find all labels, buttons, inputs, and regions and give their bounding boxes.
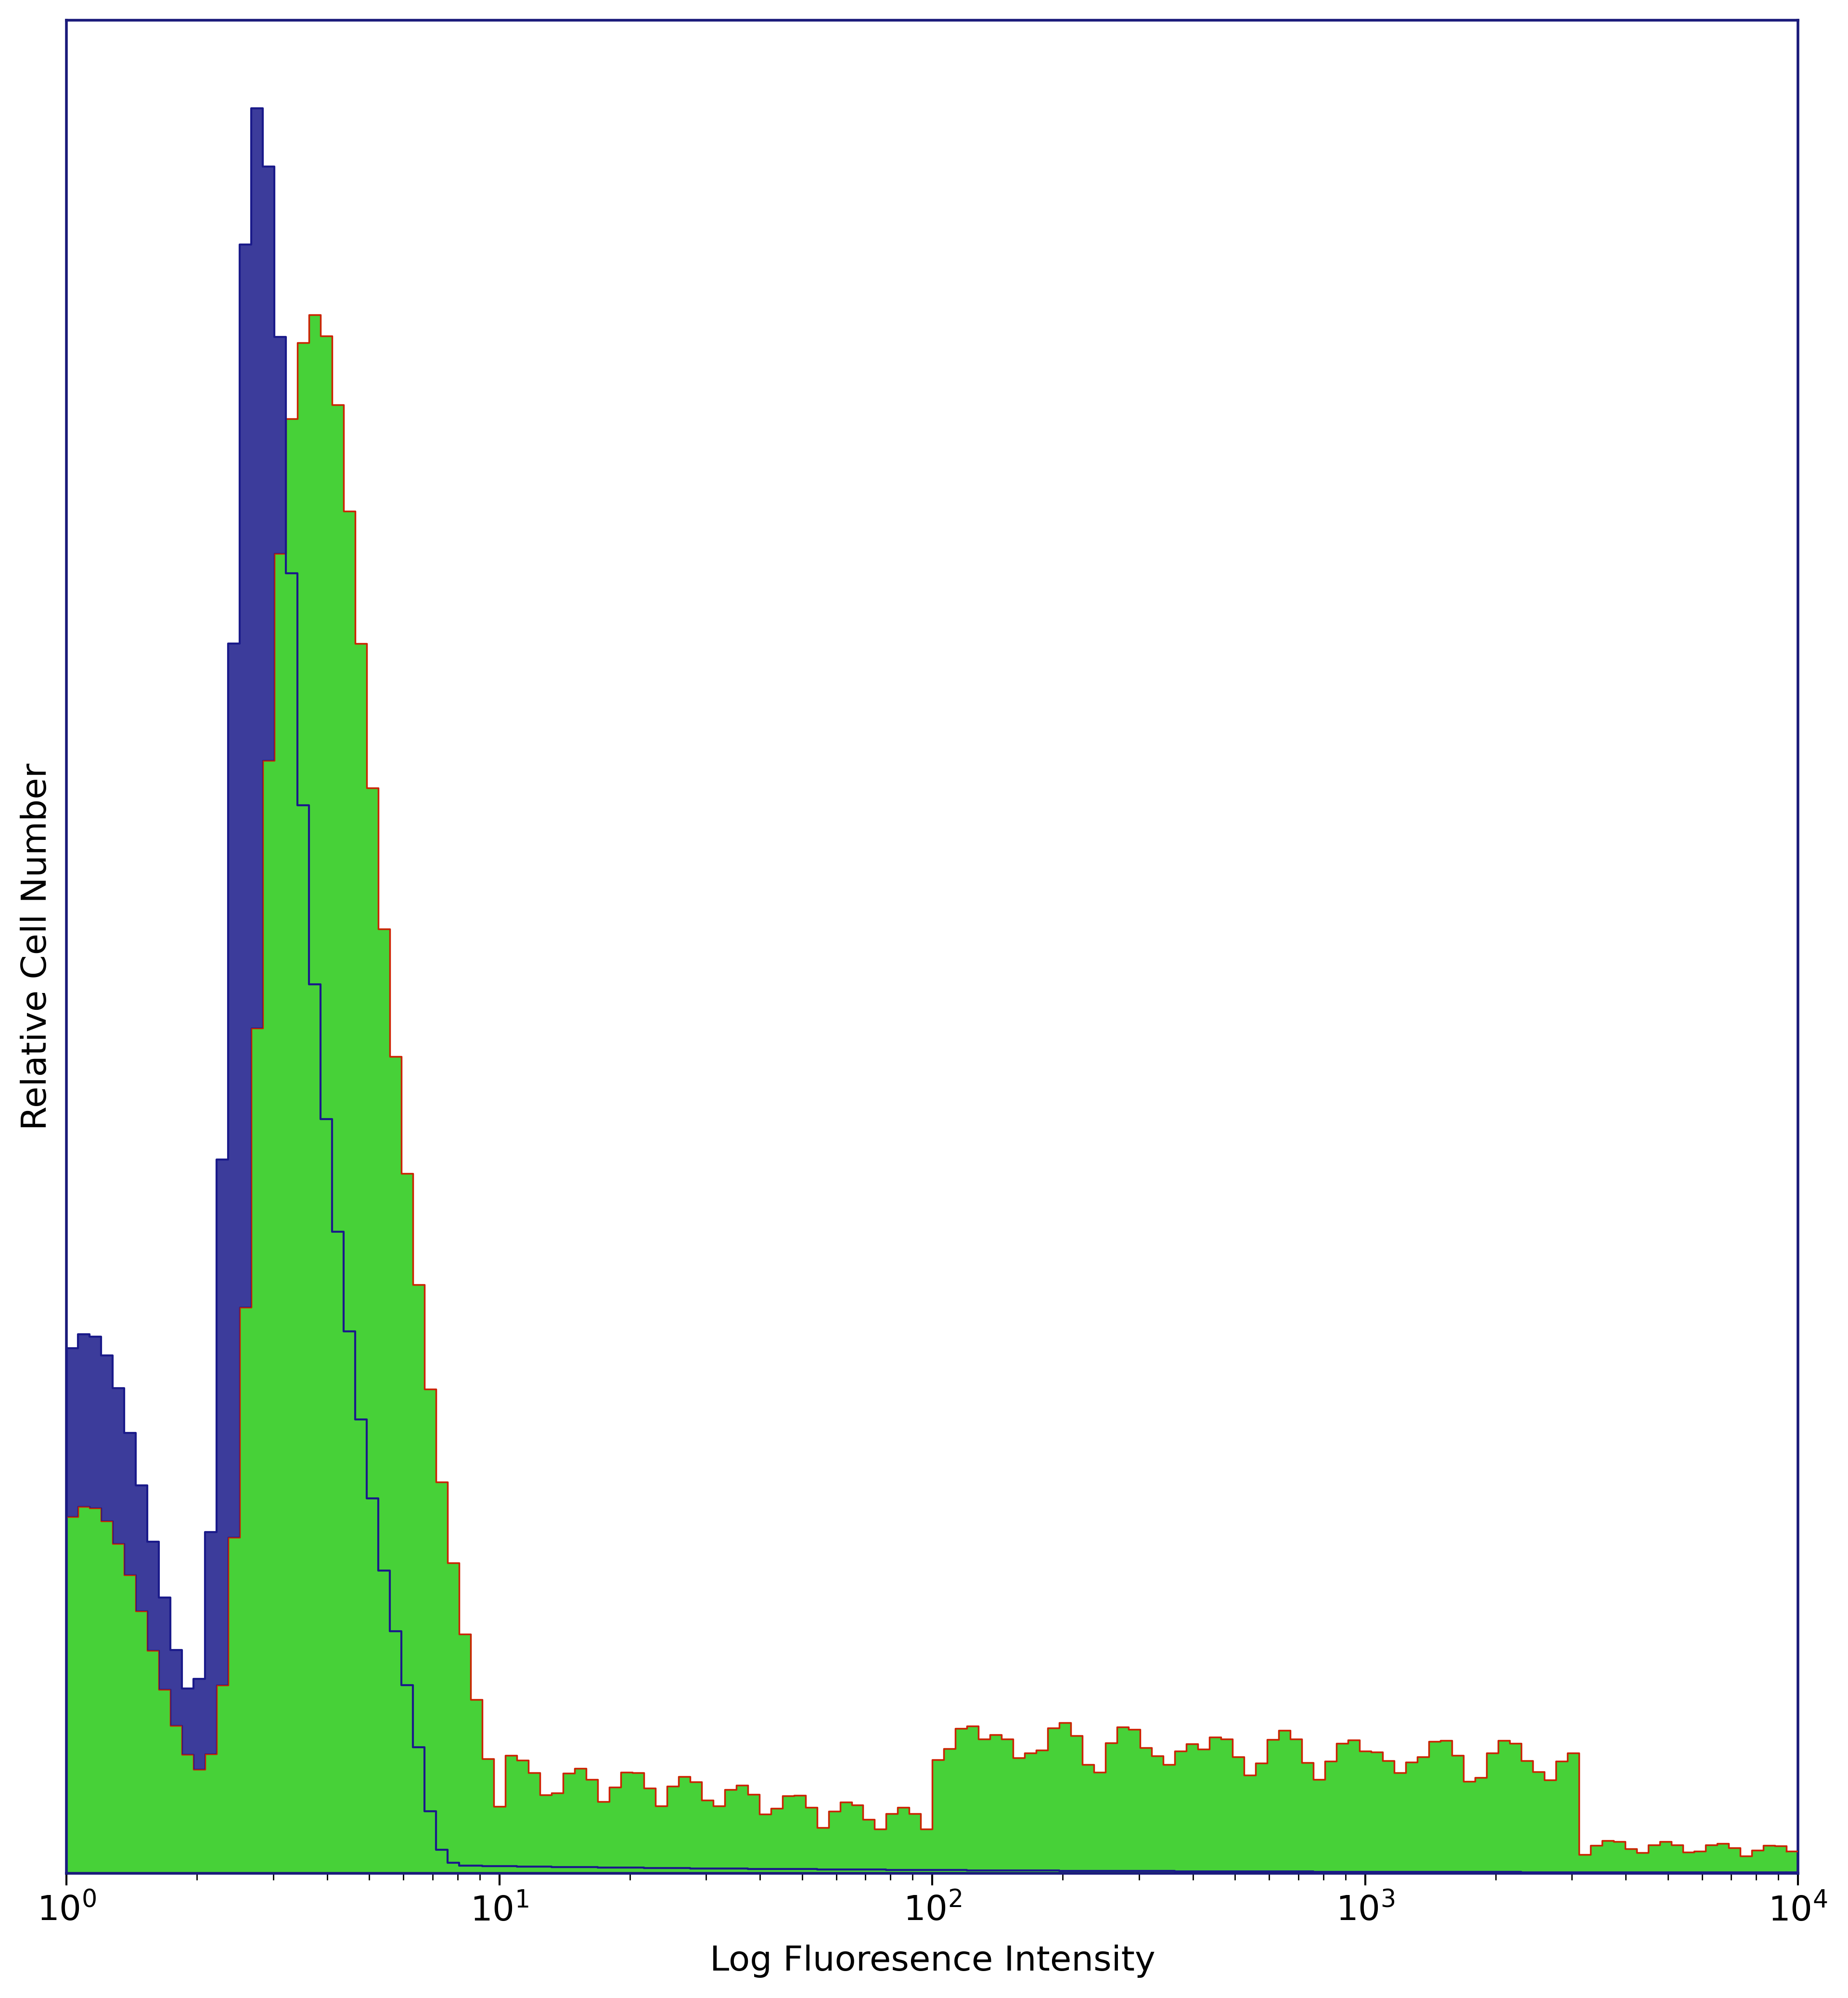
Y-axis label: Relative Cell Number: Relative Cell Number	[20, 763, 54, 1131]
X-axis label: Log Fluoresence Intensity: Log Fluoresence Intensity	[710, 1944, 1155, 1978]
